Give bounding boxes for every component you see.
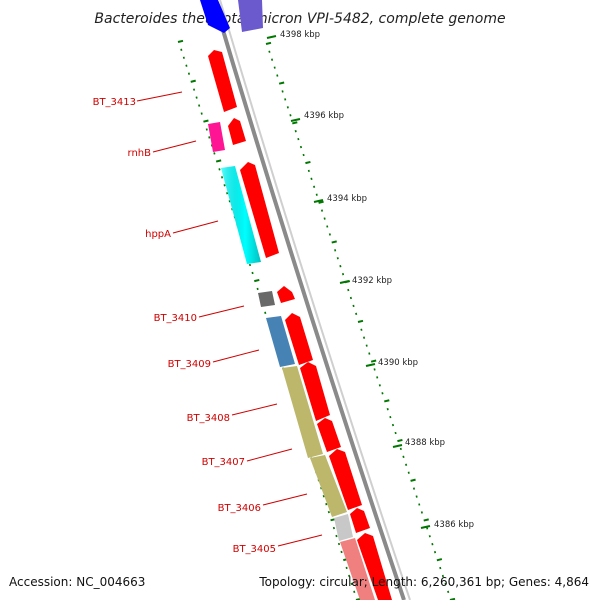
genome-summary-text: Topology: circular; Length: 6,260,361 bp…: [258, 575, 589, 589]
kbp-label-4390: 4390 kbp: [378, 358, 418, 368]
gene-blue-top: [200, 0, 230, 33]
gene-steelblue-BT3409: [266, 316, 295, 367]
kbp-label-4392: 4392 kbp: [352, 276, 392, 286]
ruler-outer-tick: [357, 319, 364, 323]
ruler-outer-tick: [318, 200, 324, 204]
ruler-outer-tick: [397, 438, 403, 443]
leader-hppA: [172, 220, 219, 234]
kbp-label-4388: 4388 kbp: [405, 438, 445, 448]
label-BT3406: BT_3406: [218, 503, 261, 514]
label-BT3409: BT_3409: [168, 359, 211, 370]
cds-rnhB: [228, 118, 246, 145]
label-BT3408: BT_3408: [187, 413, 230, 424]
leader-BT3413: [136, 91, 183, 102]
kbp-label-4398: 4398 kbp: [280, 30, 320, 40]
leader-BT3406: [262, 493, 308, 506]
ruler-outer-tick: [370, 359, 377, 363]
gene-olive-BT3406: [310, 455, 347, 517]
ruler-outer-tick: [410, 478, 416, 482]
ruler-inner-tick: [177, 39, 184, 43]
ruler-inner-tick: [254, 278, 260, 283]
cds-BT3408: [300, 362, 330, 421]
leader-BT3407: [246, 448, 293, 462]
label-rnhB: rnhB: [128, 148, 152, 159]
outer-gene-track: [208, 0, 392, 600]
leader-rnhB: [152, 140, 197, 153]
ruler-outer: [265, 41, 456, 600]
label-hppA: hppA: [145, 229, 171, 240]
label-BT3410: BT_3410: [154, 313, 197, 324]
leader-BT3405: [277, 534, 323, 547]
cds-BT3405: [350, 508, 370, 533]
gene-darkgray-BT3410: [258, 291, 275, 307]
backbone: [212, 0, 411, 600]
ruler-outer-tick: [384, 399, 390, 403]
gene-gray-BT3405: [334, 514, 353, 541]
cds-BT3413: [208, 50, 237, 112]
gene-cyan-hppA-shade: [221, 166, 261, 264]
kbp-label-4394: 4394 kbp: [327, 194, 367, 204]
gene-magenta-rnhB: [208, 122, 225, 152]
ruler-outer-tick: [292, 121, 298, 125]
ruler-labels: 4398 kbp 4396 kbp 4394 kbp 4392 kbp 4390…: [266, 30, 474, 530]
ruler-outer-tick: [423, 518, 429, 522]
ruler-inner-tick: [203, 119, 209, 123]
cds-BT3406: [329, 449, 362, 510]
map-title: Bacteroides thetaiotaomicron VPI-5482, c…: [94, 11, 505, 27]
kbp-tick-4386: [420, 525, 431, 529]
leader-BT3410: [198, 305, 245, 318]
ruler-outer-tick: [278, 81, 285, 85]
kbp-tick-4394: [313, 199, 324, 203]
cds-BT3409: [285, 313, 313, 365]
kbp-tick-4398: [266, 35, 277, 39]
label-BT3407: BT_3407: [202, 457, 245, 468]
kbp-tick-4396: [290, 118, 301, 122]
ruler-outer-tick: [436, 558, 443, 562]
gene-pink-BT3404: [340, 538, 375, 600]
gene-olive-BT3408: [282, 366, 323, 458]
cds-BT3410: [277, 286, 295, 303]
cds-hppA: [240, 162, 279, 258]
ruler-outer-tick: [305, 160, 311, 165]
inner-gene-track: [200, 0, 375, 600]
cds-BT3407: [317, 418, 341, 452]
kbp-tick-4390: [365, 363, 376, 367]
kbp-label-4386: 4386 kbp: [434, 520, 474, 530]
ruler-outer-tick: [265, 41, 272, 45]
leader-BT3409: [212, 349, 260, 363]
ruler-inner-tick: [215, 159, 222, 163]
gene-slate-top: [238, 0, 263, 32]
leader-BT3408: [231, 403, 278, 416]
kbp-label-4396: 4396 kbp: [304, 111, 344, 121]
ruler-outer-tick: [331, 240, 337, 244]
cds-BT3404: [357, 533, 392, 600]
label-BT3405: BT_3405: [233, 544, 276, 555]
accession-text: Accession: NC_004663: [9, 575, 145, 589]
gene-labels: BT_3413 rnhB hppA BT_3410 BT_3409 BT_340…: [93, 91, 323, 555]
kbp-tick-4388: [392, 444, 403, 448]
kbp-tick-4392: [339, 280, 350, 284]
label-BT3413: BT_3413: [93, 97, 136, 108]
ruler-inner-tick: [190, 79, 196, 83]
